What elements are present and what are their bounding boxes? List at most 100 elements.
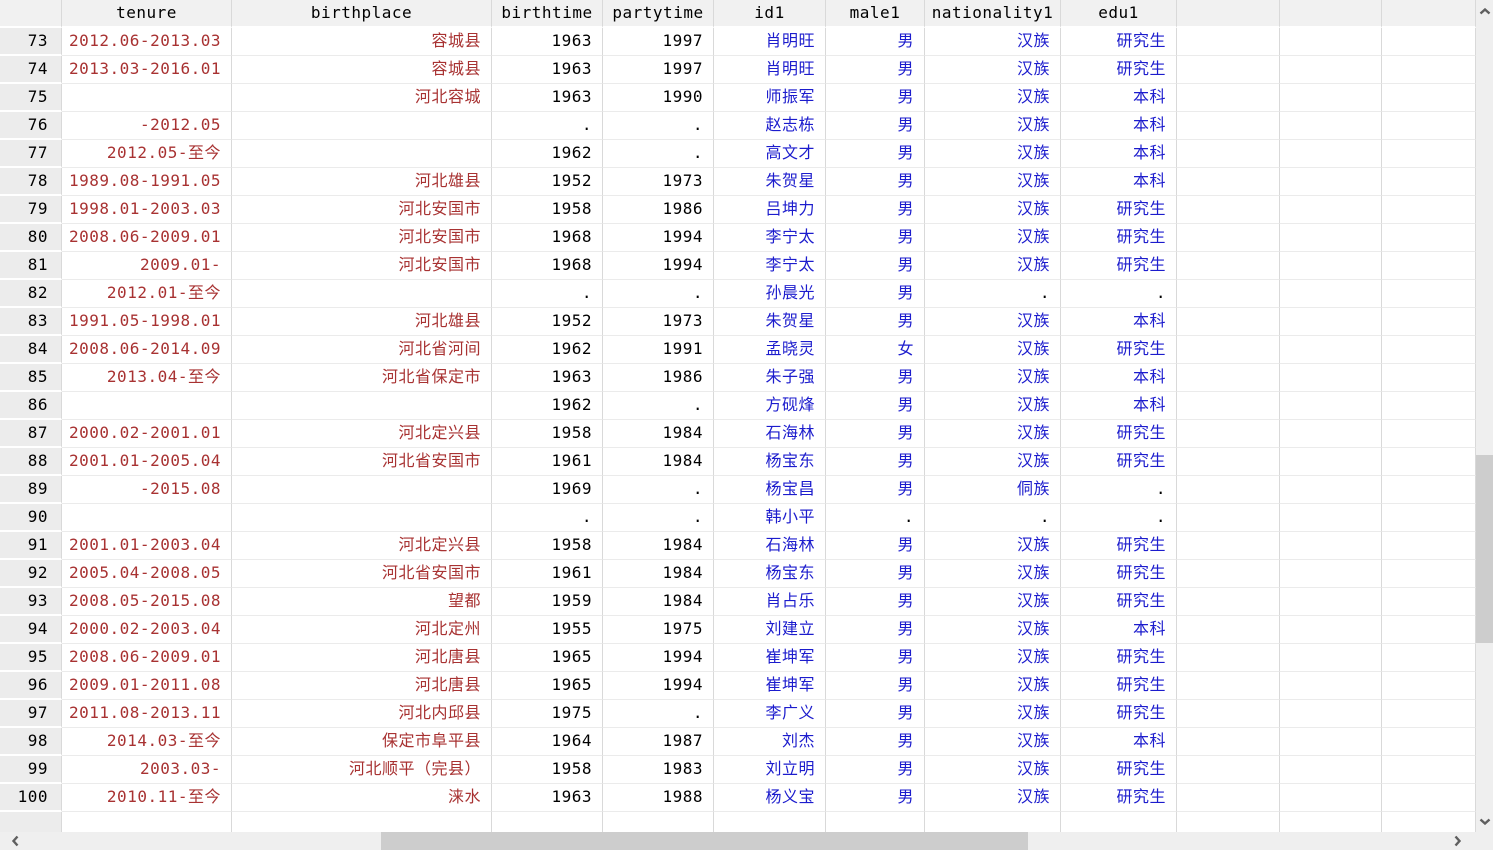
data-cell[interactable]: . bbox=[1061, 476, 1177, 504]
data-cell[interactable]: 男 bbox=[826, 140, 925, 168]
row-number[interactable]: 74 bbox=[0, 56, 62, 84]
data-cell[interactable] bbox=[1382, 112, 1476, 140]
column-header-id1[interactable]: id1 bbox=[714, 0, 826, 28]
data-cell[interactable]: 男 bbox=[826, 532, 925, 560]
data-cell[interactable] bbox=[925, 812, 1061, 832]
data-cell[interactable]: 1962 bbox=[492, 140, 603, 168]
row-number[interactable]: 99 bbox=[0, 756, 62, 784]
data-cell[interactable] bbox=[1280, 252, 1382, 280]
data-cell[interactable]: 2008.06-2009.01 bbox=[62, 224, 232, 252]
data-cell[interactable]: 2001.01-2005.04 bbox=[62, 448, 232, 476]
data-cell[interactable]: 男 bbox=[826, 84, 925, 112]
data-cell[interactable] bbox=[1177, 336, 1280, 364]
data-cell[interactable]: 1963 bbox=[492, 784, 603, 812]
data-cell[interactable] bbox=[1177, 672, 1280, 700]
row-number[interactable]: 77 bbox=[0, 140, 62, 168]
data-cell[interactable] bbox=[1382, 420, 1476, 448]
data-cell[interactable] bbox=[1177, 560, 1280, 588]
data-cell[interactable]: 男 bbox=[826, 672, 925, 700]
data-cell[interactable]: 崔坤军 bbox=[714, 644, 826, 672]
data-cell[interactable] bbox=[232, 504, 492, 532]
data-cell[interactable]: 2012.01-至今 bbox=[62, 280, 232, 308]
data-cell[interactable] bbox=[62, 812, 232, 832]
data-cell[interactable] bbox=[1280, 140, 1382, 168]
data-cell[interactable]: 李宁太 bbox=[714, 224, 826, 252]
data-cell[interactable]: 2009.01-2011.08 bbox=[62, 672, 232, 700]
data-cell[interactable]: 河北安国市 bbox=[232, 196, 492, 224]
data-cell[interactable] bbox=[1280, 168, 1382, 196]
data-cell[interactable]: 研究生 bbox=[1061, 56, 1177, 84]
data-cell[interactable] bbox=[1382, 140, 1476, 168]
column-header-blank[interactable] bbox=[1280, 0, 1382, 28]
scroll-right-arrow-icon[interactable] bbox=[1446, 832, 1468, 850]
data-cell[interactable]: 方砚烽 bbox=[714, 392, 826, 420]
data-cell[interactable] bbox=[1177, 784, 1280, 812]
data-cell[interactable]: 汉族 bbox=[925, 728, 1061, 756]
data-cell[interactable]: 河北定兴县 bbox=[232, 420, 492, 448]
data-cell[interactable] bbox=[232, 812, 492, 832]
data-cell[interactable]: 肖明旺 bbox=[714, 56, 826, 84]
data-cell[interactable]: 研究生 bbox=[1061, 644, 1177, 672]
data-cell[interactable] bbox=[1382, 448, 1476, 476]
data-cell[interactable]: 男 bbox=[826, 364, 925, 392]
data-cell[interactable]: 1958 bbox=[492, 756, 603, 784]
data-cell[interactable] bbox=[1280, 112, 1382, 140]
data-cell[interactable]: 2001.01-2003.04 bbox=[62, 532, 232, 560]
data-cell[interactable]: 本科 bbox=[1061, 392, 1177, 420]
data-cell[interactable]: 1986 bbox=[603, 364, 714, 392]
data-cell[interactable]: 韩小平 bbox=[714, 504, 826, 532]
data-cell[interactable]: 汉族 bbox=[925, 588, 1061, 616]
data-cell[interactable] bbox=[1280, 476, 1382, 504]
data-cell[interactable] bbox=[1280, 644, 1382, 672]
data-cell[interactable]: 1961 bbox=[492, 560, 603, 588]
data-cell[interactable]: 1965 bbox=[492, 672, 603, 700]
row-number[interactable]: 97 bbox=[0, 700, 62, 728]
data-cell[interactable]: 孙晨光 bbox=[714, 280, 826, 308]
data-cell[interactable] bbox=[1177, 252, 1280, 280]
data-cell[interactable]: . bbox=[603, 280, 714, 308]
horizontal-scrollbar-thumb[interactable] bbox=[381, 832, 1028, 850]
data-cell[interactable]: 研究生 bbox=[1061, 672, 1177, 700]
data-cell[interactable]: 研究生 bbox=[1061, 448, 1177, 476]
data-cell[interactable]: 研究生 bbox=[1061, 560, 1177, 588]
data-cell[interactable]: 男 bbox=[826, 560, 925, 588]
data-cell[interactable] bbox=[492, 812, 603, 832]
data-cell[interactable] bbox=[1382, 252, 1476, 280]
data-cell[interactable] bbox=[1280, 588, 1382, 616]
data-cell[interactable]: 石海林 bbox=[714, 420, 826, 448]
data-cell[interactable]: 汉族 bbox=[925, 168, 1061, 196]
row-number[interactable]: 76 bbox=[0, 112, 62, 140]
data-cell[interactable]: 男 bbox=[826, 28, 925, 56]
data-cell[interactable]: 吕坤力 bbox=[714, 196, 826, 224]
data-cell[interactable]: 汉族 bbox=[925, 28, 1061, 56]
data-cell[interactable] bbox=[1382, 168, 1476, 196]
data-cell[interactable] bbox=[1382, 560, 1476, 588]
data-cell[interactable]: 1991.05-1998.01 bbox=[62, 308, 232, 336]
data-cell[interactable] bbox=[1177, 392, 1280, 420]
row-number[interactable]: 83 bbox=[0, 308, 62, 336]
data-cell[interactable]: 杨宝东 bbox=[714, 448, 826, 476]
data-cell[interactable]: 研究生 bbox=[1061, 784, 1177, 812]
data-cell[interactable]: 2000.02-2003.04 bbox=[62, 616, 232, 644]
data-cell[interactable] bbox=[1280, 784, 1382, 812]
data-cell[interactable] bbox=[1382, 672, 1476, 700]
row-number[interactable]: 89 bbox=[0, 476, 62, 504]
data-cell[interactable] bbox=[1177, 644, 1280, 672]
data-cell[interactable] bbox=[1382, 588, 1476, 616]
data-cell[interactable]: 河北雄县 bbox=[232, 168, 492, 196]
data-cell[interactable] bbox=[1280, 448, 1382, 476]
data-cell[interactable]: 1994 bbox=[603, 672, 714, 700]
data-cell[interactable] bbox=[826, 812, 925, 832]
data-cell[interactable]: 汉族 bbox=[925, 224, 1061, 252]
data-cell[interactable] bbox=[1177, 728, 1280, 756]
data-cell[interactable]: 男 bbox=[826, 756, 925, 784]
data-cell[interactable]: 男 bbox=[826, 308, 925, 336]
data-cell[interactable] bbox=[603, 812, 714, 832]
data-cell[interactable] bbox=[62, 84, 232, 112]
data-cell[interactable] bbox=[232, 392, 492, 420]
data-cell[interactable]: 2009.01- bbox=[62, 252, 232, 280]
data-cell[interactable]: 男 bbox=[826, 784, 925, 812]
column-header-partytime[interactable]: partytime bbox=[603, 0, 714, 28]
data-cell[interactable] bbox=[232, 140, 492, 168]
data-cell[interactable]: 河北内邱县 bbox=[232, 700, 492, 728]
